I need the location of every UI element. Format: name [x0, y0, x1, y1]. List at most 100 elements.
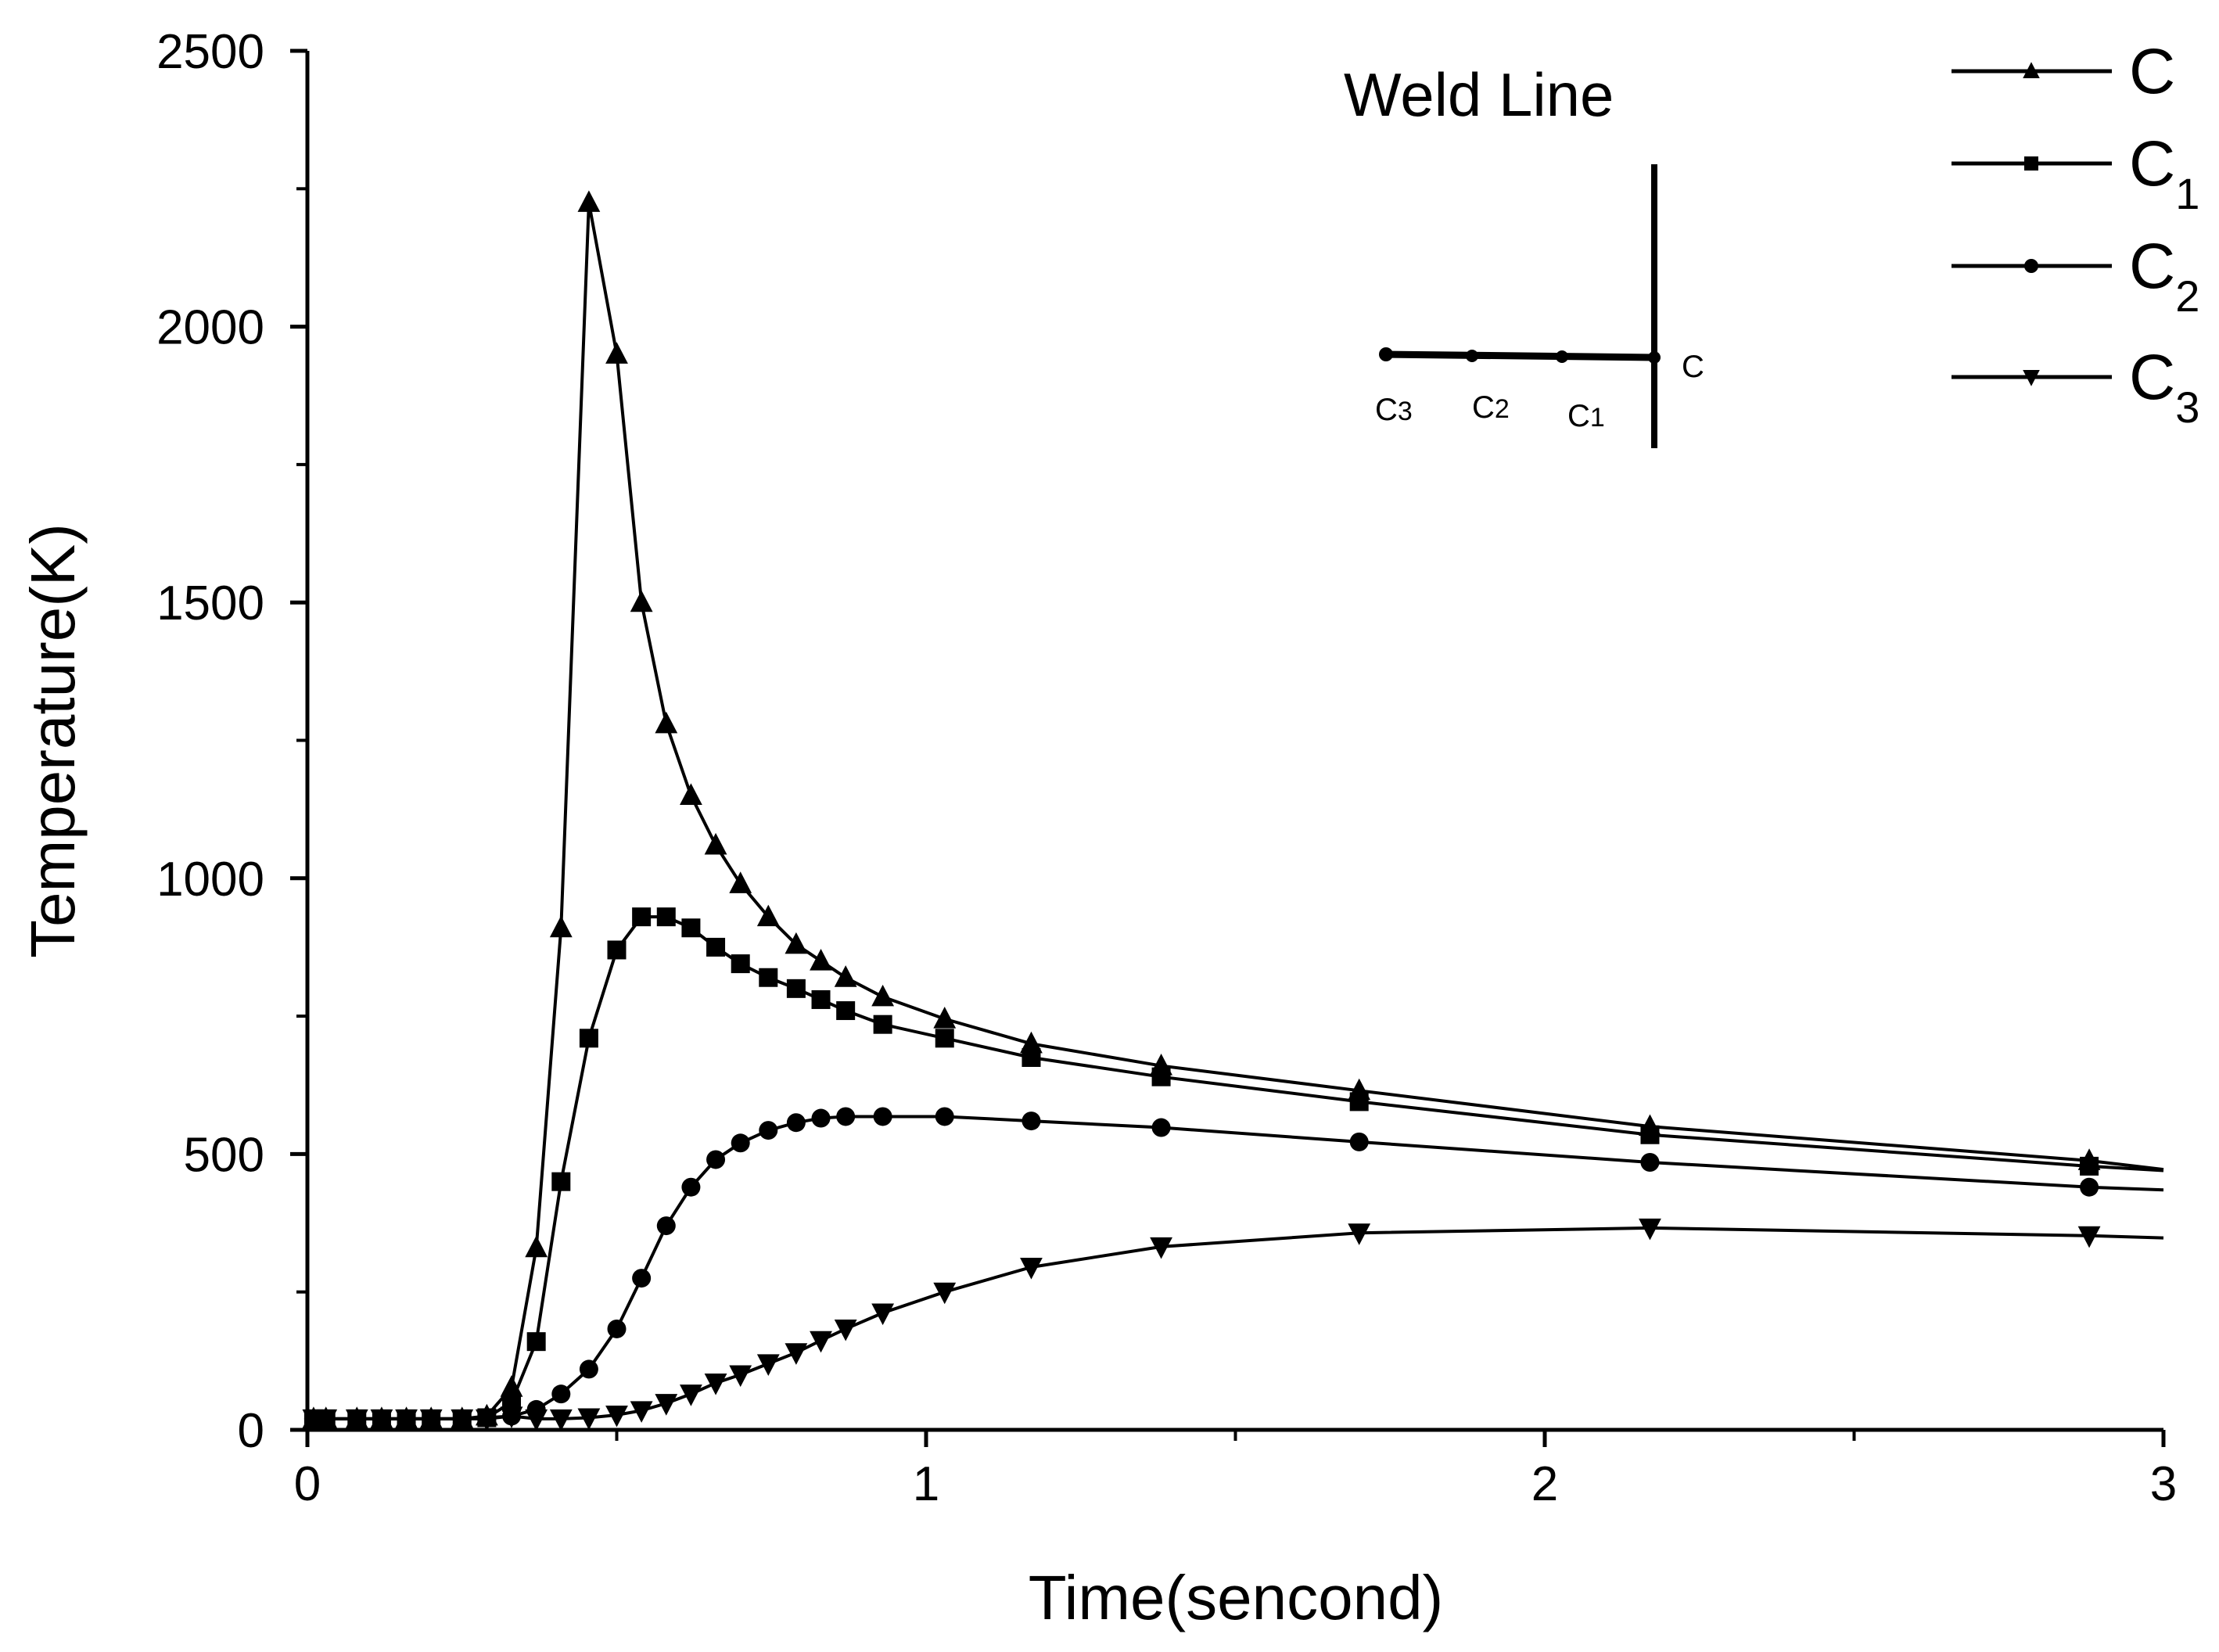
- square-marker: [551, 1172, 571, 1191]
- triangle-down-marker: [756, 1354, 780, 1376]
- y-tick-label: 2500: [156, 25, 264, 79]
- triangle-down-marker: [2077, 1226, 2101, 1248]
- x-axis-label: Time(sencond): [1029, 1563, 1444, 1632]
- y-tick-label: 1500: [156, 576, 264, 630]
- y-tick-label: 2000: [156, 301, 264, 355]
- triangle-down-marker: [475, 1409, 498, 1431]
- triangle-down-marker: [933, 1282, 957, 1305]
- triangle-up-marker: [704, 832, 727, 855]
- legend-item-c: C: [1951, 36, 2175, 107]
- triangle-down-marker: [2023, 370, 2040, 386]
- legend: C C1 C2 C3: [1951, 36, 2199, 432]
- circle-marker: [1349, 1132, 1369, 1151]
- series-c3: [302, 1218, 2164, 1431]
- legend-item-c2: C2: [1951, 231, 2199, 321]
- triangle-down-marker: [577, 1408, 601, 1431]
- triangle-down-marker: [525, 1409, 548, 1431]
- square-marker: [759, 968, 778, 987]
- square-marker: [935, 1029, 954, 1048]
- triangle-down-marker: [345, 1409, 368, 1431]
- triangle-down-marker: [605, 1405, 628, 1428]
- inset-point-c3: [1379, 347, 1393, 361]
- triangle-up-marker: [810, 948, 832, 971]
- triangle-down-marker: [1150, 1237, 1172, 1259]
- triangle-up-marker: [525, 1235, 548, 1258]
- circle-marker: [681, 1177, 701, 1197]
- triangle-down-marker: [1348, 1223, 1371, 1245]
- circle-marker: [1022, 1112, 1041, 1131]
- triangle-up-marker: [871, 984, 895, 1007]
- square-marker: [607, 940, 627, 960]
- circle-marker: [873, 1107, 892, 1126]
- triangle-down-marker: [549, 1409, 573, 1431]
- inset-label-c: C: [1682, 350, 1704, 384]
- series-group: [302, 190, 2164, 1431]
- triangle-up-marker: [630, 590, 653, 612]
- triangle-down-marker: [729, 1365, 752, 1388]
- square-marker: [836, 1001, 856, 1021]
- circle-marker: [759, 1121, 778, 1140]
- y-tick-label: 0: [238, 1404, 264, 1458]
- x-tick-label: 3: [2150, 1457, 2177, 1511]
- square-marker: [1022, 1047, 1041, 1067]
- triangle-down-marker: [1639, 1218, 1661, 1241]
- inset-label-c1: C1: [1567, 399, 1605, 433]
- triangle-up-marker: [605, 342, 628, 364]
- triangle-down-marker: [871, 1303, 895, 1326]
- series-line: [313, 1226, 2164, 1420]
- y-tick-label: 1000: [156, 853, 264, 907]
- square-marker: [811, 989, 831, 1009]
- series-c1: [303, 907, 2164, 1428]
- square-marker: [1640, 1125, 1660, 1144]
- circle-marker: [1640, 1152, 1660, 1172]
- triangle-up-marker: [549, 915, 573, 938]
- square-marker: [526, 1332, 546, 1352]
- triangle-up-marker: [834, 965, 857, 987]
- triangle-up-marker: [785, 932, 808, 954]
- triangle-down-marker: [395, 1409, 418, 1431]
- circle-marker: [786, 1113, 806, 1133]
- x-tick-label: 2: [1531, 1457, 1558, 1511]
- square-marker: [786, 979, 806, 998]
- inset-label-c2: C2: [1472, 390, 1510, 425]
- triangle-down-marker: [500, 1406, 523, 1428]
- triangle-up-marker: [577, 190, 601, 212]
- y-axis-label: Temperature(K): [18, 523, 88, 958]
- square-marker: [2024, 156, 2038, 171]
- triangle-down-marker: [370, 1409, 393, 1431]
- triangle-down-marker: [655, 1394, 678, 1416]
- weld-line-horizontal: [1385, 350, 1655, 361]
- x-tick-label: 0: [294, 1457, 321, 1511]
- triangle-up-marker: [756, 904, 780, 927]
- circle-marker: [935, 1107, 954, 1126]
- triangle-up-marker: [2023, 62, 2040, 78]
- legend-label: C3: [2129, 342, 2199, 432]
- square-marker: [731, 954, 750, 974]
- triangle-down-marker: [680, 1384, 702, 1406]
- legend-label: C: [2129, 36, 2175, 107]
- triangle-down-marker: [785, 1343, 808, 1365]
- triangle-down-marker: [314, 1409, 338, 1431]
- inset-point-c2: [1466, 350, 1478, 362]
- series-c2: [303, 1107, 2164, 1428]
- square-marker: [656, 907, 676, 927]
- triangle-down-marker: [704, 1374, 727, 1395]
- inset-label-c3: C3: [1375, 393, 1413, 427]
- legend-item-c1: C1: [1951, 128, 2199, 218]
- square-marker: [579, 1029, 598, 1048]
- circle-marker: [656, 1216, 676, 1236]
- circle-marker: [706, 1150, 726, 1169]
- legend-label: C1: [2129, 128, 2199, 218]
- circle-marker: [1151, 1118, 1171, 1137]
- triangle-up-marker: [680, 783, 702, 806]
- circle-marker: [811, 1108, 831, 1128]
- inset-point-c: [1648, 351, 1661, 364]
- circle-marker: [2080, 1177, 2099, 1197]
- circle-marker: [551, 1384, 571, 1404]
- circle-marker: [2024, 259, 2038, 273]
- circle-marker: [607, 1319, 627, 1338]
- triangle-down-marker: [419, 1409, 443, 1431]
- square-marker: [2080, 1156, 2099, 1176]
- triangle-up-marker: [933, 1007, 957, 1029]
- square-marker: [706, 937, 726, 957]
